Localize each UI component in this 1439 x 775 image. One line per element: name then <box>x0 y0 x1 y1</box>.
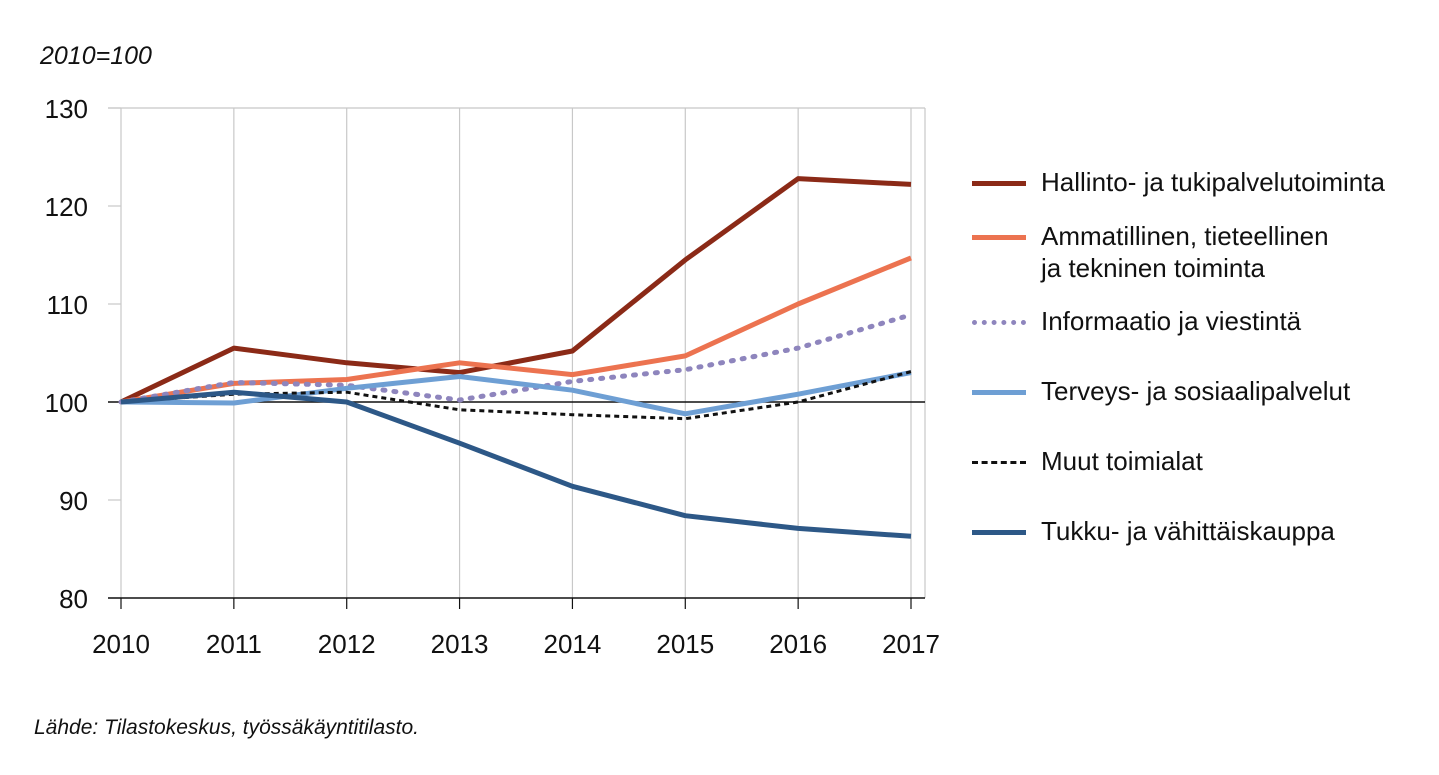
series-line-5 <box>120 389 912 539</box>
y-tick-label-120: 120 <box>45 192 88 222</box>
legend-swatch-0 <box>972 180 1026 186</box>
y-tick-label-110: 110 <box>47 290 88 320</box>
tick-labels: 80 90 100 110 120 130 2010 2011 2012 2013 2014 2015… <box>45 94 940 659</box>
legend-label-5: Tukku- ja vähittäiskauppa <box>1041 516 1335 546</box>
legend-label-3: Terveys- ja sosiaalipalvelut <box>1041 376 1351 406</box>
legend-label-1: Ammatillinen, tieteellinen ja tekninen t… <box>1041 221 1329 283</box>
grid <box>108 107 926 599</box>
series-line-3 <box>120 370 912 417</box>
series-line-4 <box>120 370 912 421</box>
x-tick-label-2016: 2016 <box>769 629 827 659</box>
y-axis-label: 2010=100 <box>40 42 152 70</box>
y-tick-label-100: 100 <box>45 388 88 418</box>
legend-swatch-2 <box>972 319 1026 325</box>
x-tick-label-2017: 2017 <box>882 629 940 659</box>
legend-label-0: Hallinto- ja tukipalvelutoiminta <box>1041 167 1385 197</box>
x-tick-label-2013: 2013 <box>431 629 489 659</box>
series-line-2 <box>118 312 914 405</box>
y-tick-label-80: 80 <box>59 584 88 614</box>
legend-label-2: Informaatio ja viestintä <box>1041 306 1302 336</box>
x-tick-label-2012: 2012 <box>318 629 376 659</box>
legend-swatch-4 <box>972 460 1026 464</box>
legend-swatch-1 <box>972 234 1026 240</box>
series-lines <box>118 176 914 539</box>
x-tick-label-2014: 2014 <box>544 629 602 659</box>
series-line-0 <box>119 176 912 405</box>
source-note: Lähde: Tilastokeskus, työssäkäyntitilast… <box>34 716 420 739</box>
x-tick-label-2010: 2010 <box>92 629 150 659</box>
x-tick-label-2015: 2015 <box>656 629 714 659</box>
legend-swatch-5 <box>972 529 1026 535</box>
y-tick-label-130: 130 <box>45 94 88 124</box>
legend-swatch-3 <box>972 389 1026 395</box>
y-tick-label-90: 90 <box>59 486 88 516</box>
legend-label-4: Muut toimialat <box>1041 446 1203 476</box>
x-tick-label-2011: 2011 <box>206 629 262 659</box>
axes <box>108 401 925 609</box>
